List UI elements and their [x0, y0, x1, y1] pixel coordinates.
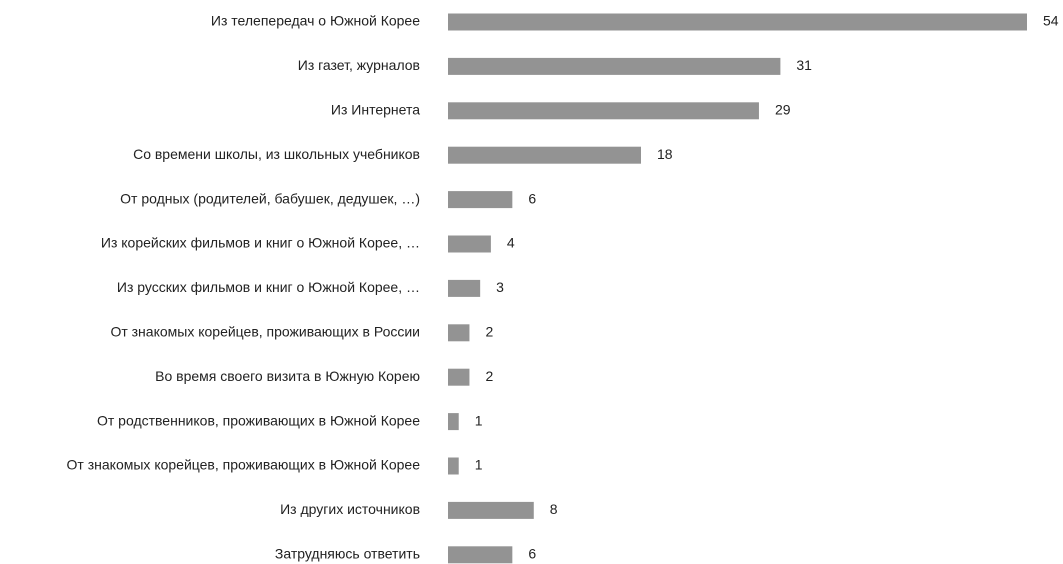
value-label: 4 — [507, 235, 515, 251]
value-label: 6 — [528, 190, 536, 206]
bar — [448, 368, 470, 386]
value-label: 18 — [657, 146, 673, 162]
value-label: 2 — [485, 324, 493, 340]
value-label: 8 — [550, 501, 558, 517]
value-label: 29 — [775, 102, 791, 118]
category-label: Из Интернета — [331, 102, 420, 118]
bar — [448, 279, 481, 297]
category-label: Во время своего визита в Южную Корею — [155, 368, 420, 384]
bar — [448, 191, 513, 209]
category-label: От родственников, проживающих в Южной Ко… — [97, 412, 420, 428]
value-label: 54 — [1043, 13, 1059, 29]
bar — [448, 413, 459, 431]
bar — [448, 324, 470, 342]
bar — [448, 501, 534, 519]
category-label: Со времени школы, из школьных учебников — [133, 146, 420, 162]
category-label: Из телепередач о Южной Корее — [211, 13, 420, 29]
value-label: 3 — [496, 279, 504, 295]
value-label: 6 — [528, 546, 536, 562]
category-label: Из корейских фильмов и книг о Южной Коре… — [101, 235, 420, 251]
value-label: 31 — [796, 57, 812, 73]
category-label: Из газет, журналов — [298, 57, 420, 73]
value-label: 1 — [475, 457, 483, 473]
category-label: Из других источников — [280, 501, 420, 517]
bar — [448, 457, 459, 475]
value-label: 1 — [475, 412, 483, 428]
bar — [448, 57, 781, 75]
bar — [448, 146, 641, 164]
category-label: От знакомых корейцев, проживающих в Росс… — [110, 324, 420, 340]
value-label: 2 — [485, 368, 493, 384]
bar — [448, 13, 1027, 31]
bar — [448, 235, 491, 253]
category-label: От знакомых корейцев, проживающих в Южно… — [67, 457, 421, 473]
bar — [448, 546, 513, 564]
category-label: Затрудняюсь ответить — [275, 546, 420, 562]
category-label: Из русских фильмов и книг о Южной Корее,… — [117, 279, 420, 295]
category-label: От родных (родителей, бабушек, дедушек, … — [120, 190, 420, 206]
bar — [448, 102, 759, 120]
